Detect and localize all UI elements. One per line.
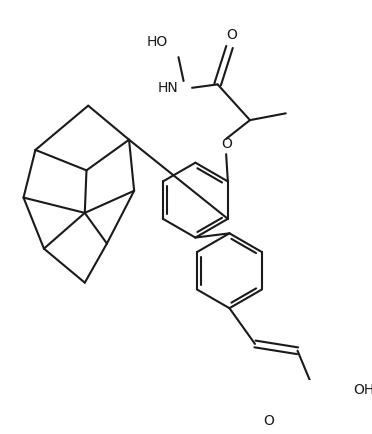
Text: O: O <box>222 137 232 151</box>
Text: O: O <box>226 28 237 42</box>
Text: HN: HN <box>158 81 179 95</box>
Text: OH: OH <box>354 383 372 397</box>
Text: HO: HO <box>147 35 168 49</box>
Text: O: O <box>263 414 274 427</box>
